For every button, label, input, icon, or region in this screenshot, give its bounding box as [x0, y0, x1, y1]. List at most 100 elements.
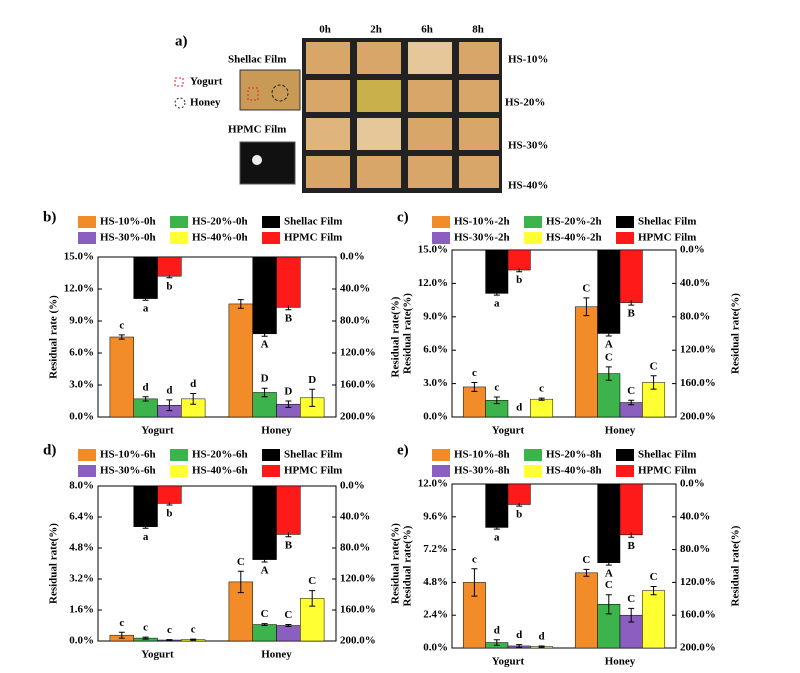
x-tick-label: Honey — [261, 649, 292, 661]
legend-swatch — [262, 465, 280, 477]
legend-label: HS-10%-2h — [454, 216, 510, 228]
significance-label: b — [516, 509, 522, 521]
hpmc-photo — [239, 141, 296, 185]
error-bar — [605, 560, 612, 566]
legend-swatch — [432, 216, 450, 228]
legend-label: Shellac Film — [284, 449, 342, 461]
row-label: HS-20% — [505, 97, 545, 109]
legend-swatch — [78, 232, 96, 244]
significance-label: C — [650, 360, 658, 372]
error-bar — [261, 557, 268, 563]
error-bar — [628, 399, 635, 406]
error-bar — [142, 396, 149, 402]
significance-label: B — [628, 308, 636, 320]
y-tick-label: 6.0% — [423, 344, 448, 356]
y2-tick-label: 160.0% — [340, 604, 376, 616]
legend-label: HS-30%-2h — [454, 232, 510, 244]
error-bar — [471, 568, 478, 597]
y2-tick-label: 40.0% — [340, 511, 370, 523]
significance-label: C — [261, 608, 269, 620]
significance-label: c — [494, 381, 499, 393]
legend-swatch — [78, 216, 96, 228]
legend-label: HPMC Film — [638, 465, 696, 477]
error-bar — [237, 299, 244, 309]
y-tick-label: 9.0% — [69, 315, 94, 327]
error-bar — [190, 393, 197, 405]
y-tick-label: 3.0% — [423, 377, 448, 389]
bar — [252, 256, 277, 335]
bar — [133, 256, 158, 299]
significance-label: C — [627, 593, 635, 605]
legend-label: HS-20%-0h — [192, 216, 248, 228]
significance-label: d — [166, 384, 172, 396]
y-tick-label: 9.6% — [423, 510, 448, 522]
legend-swatch — [78, 449, 96, 461]
y-axis-label: Residual rate(%) — [48, 523, 60, 604]
y2-tick-label: 200.0% — [340, 411, 376, 423]
bar — [485, 483, 509, 528]
bar — [530, 398, 554, 418]
significance-label: c — [539, 383, 544, 395]
error-bar — [493, 639, 500, 646]
error-bar — [261, 623, 268, 626]
y2-tick-label: 0.0% — [680, 244, 705, 256]
error-bar — [628, 300, 635, 306]
significance-label: C — [582, 554, 590, 566]
legend-label: HS-20%-6h — [192, 449, 248, 461]
significance-label: c — [119, 319, 124, 331]
bar — [597, 249, 621, 334]
legend-swatch — [616, 216, 634, 228]
row-label: HS-40% — [508, 180, 548, 192]
legend-label: Shellac Film — [638, 449, 696, 461]
y-tick-label: 15.0% — [418, 244, 448, 256]
legend-swatch — [524, 216, 542, 228]
bar — [507, 249, 531, 271]
legend-swatch — [170, 232, 188, 244]
legend-swatch — [262, 216, 280, 228]
legend-label: HS-30%-0h — [100, 232, 156, 244]
bar — [574, 306, 598, 418]
bar — [276, 256, 301, 308]
legend-label: Honey — [190, 97, 221, 109]
error-bar — [516, 268, 523, 273]
y2-tick-label: 200.0% — [680, 642, 716, 654]
y-axis-label: Residual rate(%) — [402, 525, 414, 606]
legend-label: HS-20%-8h — [546, 449, 602, 461]
significance-label: c — [472, 367, 477, 379]
y2-tick-label: 0.0% — [680, 478, 705, 490]
plot-frame — [451, 249, 677, 418]
row-label: HS-30% — [508, 140, 548, 152]
legend-label: HS-10%-8h — [454, 449, 510, 461]
significance-label: b — [166, 508, 172, 520]
y-tick-label: 7.2% — [423, 543, 448, 555]
error-bar — [190, 638, 197, 641]
panel-label: a) — [175, 33, 188, 49]
bar — [157, 256, 182, 277]
significance-label: A — [605, 339, 613, 351]
legend-swatch — [432, 465, 450, 477]
error-bar — [538, 397, 545, 401]
y-tick-label: 8.0% — [69, 480, 94, 492]
significance-label: A — [605, 568, 613, 580]
significance-label: A — [261, 564, 269, 576]
error-bar — [237, 570, 244, 594]
significance-label: b — [166, 280, 172, 292]
legend-honey — [174, 97, 186, 109]
legend-swatch — [170, 449, 188, 461]
error-bar — [285, 624, 292, 627]
legend-label: HS-10%-0h — [100, 216, 156, 228]
error-bar — [309, 590, 316, 607]
error-bar — [309, 388, 316, 407]
significance-label: C — [308, 575, 316, 587]
legend-label: HS-30%-8h — [454, 465, 510, 477]
error-bar — [471, 381, 478, 392]
legend-swatch — [432, 449, 450, 461]
y-tick-label: 12.0% — [64, 283, 94, 295]
time-label: 6h — [421, 24, 433, 36]
y-tick-label: 2.4% — [423, 609, 448, 621]
error-bar — [650, 586, 657, 596]
film-label: HPMC Film — [228, 124, 286, 136]
legend-label: HPMC Film — [284, 465, 342, 477]
legend-swatch — [78, 465, 96, 477]
